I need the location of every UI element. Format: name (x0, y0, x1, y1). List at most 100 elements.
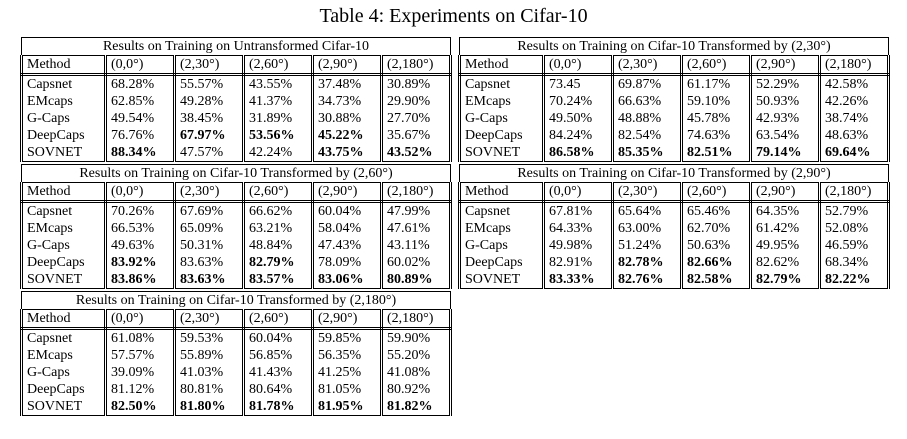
value-cell: 52.79% (817, 201, 891, 220)
data-row: G-Caps 49.98% 51.24% 50.63% 49.95% 46.59% (458, 237, 891, 254)
data-row: SOVNET 86.58% 85.35% 82.51% 79.14% 69.64% (458, 144, 891, 162)
value-cell: 39.09% (104, 364, 176, 381)
value-cell: 60.04% (311, 201, 383, 220)
value-cell: 64.33% (542, 220, 614, 237)
value-cell: 35.67% (379, 127, 453, 144)
value-cell: 82.79% (749, 271, 821, 289)
data-row: Capsnet 68.28% 55.57% 43.55% 37.48% 30.89% (20, 74, 453, 93)
value-cell: 66.63% (611, 93, 683, 110)
results-table: Results on Training on Cifar-10 Transfor… (458, 164, 891, 289)
header-cell: Method (20, 55, 107, 76)
header-cell: (2,30°) (173, 309, 245, 330)
value-cell: 76.76% (104, 127, 176, 144)
value-cell: 46.59% (817, 237, 891, 254)
value-cell: 66.53% (104, 220, 176, 237)
value-cell: 83.06% (311, 271, 383, 289)
header-cell: (2,30°) (173, 55, 245, 76)
value-cell: 68.28% (104, 74, 176, 93)
caption-row: Results on Training on Untransformed Cif… (20, 37, 452, 56)
data-row: EMcaps 66.53% 65.09% 63.21% 58.04% 47.61% (20, 220, 453, 237)
data-row: SOVNET 88.34% 47.57% 42.24% 43.75% 43.52% (20, 144, 453, 162)
value-cell: 82.50% (104, 398, 176, 416)
value-cell: 61.17% (680, 74, 752, 93)
value-cell: 83.63% (173, 254, 245, 271)
value-cell: 48.88% (611, 110, 683, 127)
header-cell: Method (20, 309, 107, 330)
data-row: Capsnet 70.26% 67.69% 66.62% 60.04% 47.99% (20, 201, 453, 220)
value-cell: 63.00% (611, 220, 683, 237)
value-cell: 52.08% (817, 220, 891, 237)
data-row: EMcaps 70.24% 66.63% 59.10% 50.93% 42.26% (458, 93, 891, 110)
value-cell: 47.43% (311, 237, 383, 254)
value-cell: 80.64% (242, 381, 314, 398)
header-cell: (2,60°) (242, 55, 314, 76)
value-cell: 82.76% (611, 271, 683, 289)
data-row: DeepCaps 82.91% 82.78% 82.66% 82.62% 68.34% (458, 254, 891, 271)
value-cell: 81.05% (311, 381, 383, 398)
header-cell: (2,90°) (749, 182, 821, 203)
header-cell: (2,90°) (311, 55, 383, 76)
value-cell: 59.53% (173, 328, 245, 347)
value-cell: 45.78% (680, 110, 752, 127)
data-row: G-Caps 49.63% 50.31% 48.84% 47.43% 43.11% (20, 237, 453, 254)
method-cell: Capsnet (20, 201, 107, 220)
header-row: Method (0,0°) (2,30°) (2,60°) (2,90°) (2,180°… (20, 182, 453, 203)
value-cell: 69.64% (817, 144, 891, 162)
value-cell: 60.02% (379, 254, 453, 271)
data-row: DeepCaps 83.92% 83.63% 82.79% 78.09% 60.02% (20, 254, 453, 271)
data-row: EMcaps 64.33% 63.00% 62.70% 61.42% 52.08% (458, 220, 891, 237)
header-cell: (2,90°) (311, 309, 383, 330)
value-cell: 61.08% (104, 328, 176, 347)
method-cell: DeepCaps (458, 254, 545, 271)
value-cell: 82.62% (749, 254, 821, 271)
caption-row: Results on Training on Cifar-10 Transfor… (20, 164, 452, 183)
value-cell: 82.51% (680, 144, 752, 162)
method-cell: DeepCaps (20, 381, 107, 398)
value-cell: 67.97% (173, 127, 245, 144)
data-row: EMcaps 62.85% 49.28% 41.37% 34.73% 29.90% (20, 93, 453, 110)
value-cell: 59.85% (311, 328, 383, 347)
results-table: Results on Training on Cifar-10 Transfor… (458, 37, 891, 162)
value-cell: 73.45 (542, 74, 614, 93)
page-title: Table 4: Experiments on Cifar-10 (319, 5, 588, 27)
value-cell: 43.55% (242, 74, 314, 93)
value-cell: 83.63% (173, 271, 245, 289)
method-cell: Capsnet (20, 74, 107, 93)
value-cell: 49.28% (173, 93, 245, 110)
results-table: Results on Training on Cifar-10 Transfor… (20, 291, 453, 416)
data-row: Capsnet 61.08% 59.53% 60.04% 59.85% 59.90% (20, 328, 453, 347)
data-row: EMcaps 57.57% 55.89% 56.85% 56.35% 55.20% (20, 347, 453, 364)
value-cell: 51.24% (611, 237, 683, 254)
value-cell: 63.21% (242, 220, 314, 237)
method-cell: SOVNET (20, 398, 107, 416)
value-cell: 37.48% (311, 74, 383, 93)
table-caption: Results on Training on Cifar-10 Transfor… (458, 164, 890, 183)
method-cell: DeepCaps (458, 127, 545, 144)
data-row: G-Caps 49.54% 38.45% 31.89% 30.88% 27.70% (20, 110, 453, 127)
header-cell: (0,0°) (542, 182, 614, 203)
value-cell: 85.35% (611, 144, 683, 162)
data-row: DeepCaps 81.12% 80.81% 80.64% 81.05% 80.92% (20, 381, 453, 398)
method-cell: Capsnet (458, 74, 545, 93)
value-cell: 81.80% (173, 398, 245, 416)
method-cell: DeepCaps (20, 254, 107, 271)
method-cell: EMcaps (20, 93, 107, 110)
value-cell: 57.57% (104, 347, 176, 364)
header-row: Method (0,0°) (2,30°) (2,60°) (2,90°) (2,180°… (20, 55, 453, 76)
header-cell: (2,180°) (379, 309, 453, 330)
value-cell: 43.75% (311, 144, 383, 162)
value-cell: 83.33% (542, 271, 614, 289)
value-cell: 47.61% (379, 220, 453, 237)
method-cell: G-Caps (458, 237, 545, 254)
value-cell: 41.08% (379, 364, 453, 381)
value-cell: 81.95% (311, 398, 383, 416)
header-cell: (2,180°) (817, 55, 891, 76)
value-cell: 48.84% (242, 237, 314, 254)
method-cell: G-Caps (20, 364, 107, 381)
header-cell: (2,180°) (379, 182, 453, 203)
value-cell: 53.56% (242, 127, 314, 144)
data-row: SOVNET 82.50% 81.80% 81.78% 81.95% 81.82% (20, 398, 453, 416)
value-cell: 78.09% (311, 254, 383, 271)
value-cell: 49.95% (749, 237, 821, 254)
